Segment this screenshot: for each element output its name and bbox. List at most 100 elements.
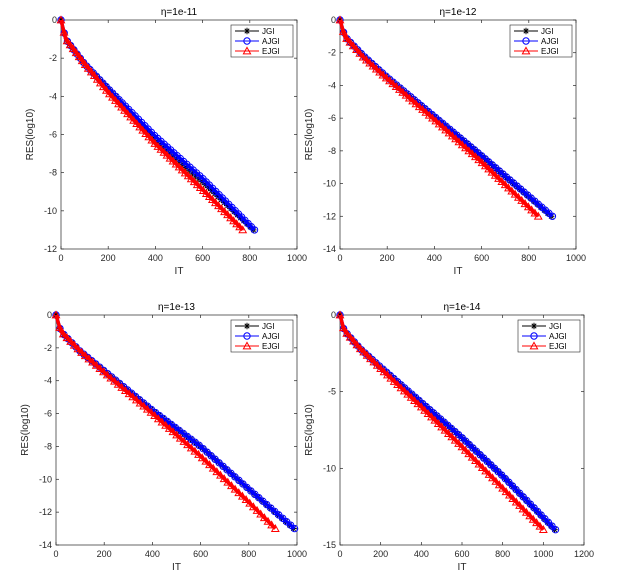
legend-entry-JGI: JGI (235, 322, 274, 331)
series-marker-EJGI (440, 425, 450, 434)
series-marker-EJGI (431, 116, 441, 125)
series-marker-EJGI (106, 373, 116, 382)
y-tick-label: -10 (44, 206, 57, 216)
series-marker-EJGI (362, 350, 372, 359)
series-marker-EJGI (401, 90, 411, 99)
x-tick-label: 200 (373, 549, 388, 559)
series-marker-EJGI (95, 364, 105, 373)
series-marker-EJGI (62, 333, 72, 342)
series-marker-EJGI (212, 467, 222, 476)
series-marker-EJGI (423, 409, 433, 418)
chart-title: η=1e-11 (161, 7, 198, 18)
legend-label: EJGI (262, 47, 280, 56)
series-marker-EJGI (528, 514, 538, 523)
series-marker-EJGI (190, 446, 200, 455)
series-marker-EJGI (110, 376, 119, 385)
series-marker-EJGI (66, 336, 76, 345)
series-marker-EJGI (102, 370, 112, 379)
series-marker-EJGI (345, 37, 355, 46)
series-marker-EJGI (525, 511, 535, 520)
series-marker-EJGI (421, 107, 431, 116)
series-marker-EJGI (504, 183, 513, 192)
series-marker-EJGI (120, 385, 130, 394)
series-marker-EJGI (359, 347, 369, 356)
series-marker-EJGI (91, 360, 101, 369)
series-marker-EJGI (335, 15, 345, 24)
series-marker-EJGI (88, 357, 98, 366)
series-marker-EJGI (68, 44, 78, 53)
series-marker-EJGI (208, 463, 218, 472)
y-tick-label: -8 (49, 168, 57, 178)
series-marker-EJGI (161, 420, 171, 429)
legend-entry-AJGI: AJGI (522, 332, 567, 341)
series-marker-EJGI (352, 45, 361, 54)
y-tick-label: -5 (328, 387, 336, 397)
series-marker-EJGI (131, 395, 141, 404)
series-marker-EJGI (73, 344, 83, 353)
series-marker-EJGI (147, 135, 157, 144)
series-marker-EJGI (126, 112, 136, 121)
series-marker-EJGI (245, 498, 255, 507)
series-marker-EJGI (156, 144, 166, 153)
legend-entry-JGI: JGI (235, 27, 274, 36)
series-marker-EJGI (457, 140, 467, 149)
series-marker-EJGI (467, 452, 477, 461)
legend-marker (522, 27, 530, 35)
series-marker-EJGI (345, 332, 355, 341)
series-marker-EJGI (159, 147, 169, 156)
series-marker-EJGI (477, 462, 487, 471)
x-tick-label: 600 (195, 253, 210, 263)
legend-entry-AJGI: AJGI (514, 37, 559, 46)
series-marker-EJGI (235, 222, 245, 231)
y-tick-label: 0 (52, 15, 57, 25)
series-marker-EJGI (180, 168, 190, 177)
x-tick-label: 400 (145, 549, 160, 559)
series-marker-EJGI (175, 433, 185, 442)
y-tick-label: -6 (49, 130, 57, 140)
series-marker-EJGI (168, 427, 178, 436)
series-marker-EJGI (263, 516, 273, 525)
series-marker-EJGI (515, 500, 525, 509)
series-marker-EJGI (375, 67, 385, 76)
series-marker-EJGI (430, 415, 440, 424)
series-marker-EJGI (192, 180, 202, 189)
plot-area (339, 314, 585, 546)
legend-marker (243, 27, 251, 35)
series-marker-EJGI (385, 76, 395, 85)
series-marker-EJGI (248, 502, 258, 511)
series-marker-EJGI (521, 507, 531, 516)
series-marker-EJGI (366, 354, 375, 363)
series-marker-EJGI (494, 173, 504, 182)
y-axis-label: RES(log10) (20, 404, 31, 456)
series-marker-EJGI (381, 73, 391, 82)
series-marker-EJGI (232, 219, 242, 228)
series-marker-EJGI (62, 36, 72, 45)
y-tick-label: -8 (328, 146, 336, 156)
series-marker-EJGI (349, 336, 359, 345)
x-tick-label: 200 (101, 253, 116, 263)
legend-marker (530, 322, 538, 330)
series-marker-EJGI (146, 407, 156, 416)
series-marker-EJGI (153, 141, 163, 150)
series-marker-EJGI (424, 110, 434, 119)
series-marker-EJGI (207, 195, 217, 204)
series-marker-EJGI (229, 216, 239, 225)
series-marker-EJGI (358, 52, 368, 61)
legend-label: JGI (262, 27, 274, 36)
legend-label: EJGI (262, 342, 280, 351)
series-EJGI (335, 310, 548, 534)
series-marker-EJGI (382, 370, 392, 379)
series-marker-EJGI (223, 477, 233, 486)
series-marker-EJGI (84, 354, 94, 363)
series-marker-EJGI (335, 310, 345, 319)
legend-marker (243, 332, 251, 340)
legend-marker (243, 37, 251, 45)
legend-entry-JGI: JGI (514, 27, 553, 36)
series-marker-EJGI (378, 70, 388, 79)
x-tick-label: 0 (53, 549, 58, 559)
x-axis-label: IT (454, 266, 463, 277)
y-axis-label: RES(log10) (304, 404, 315, 456)
series-marker-EJGI (484, 469, 494, 478)
